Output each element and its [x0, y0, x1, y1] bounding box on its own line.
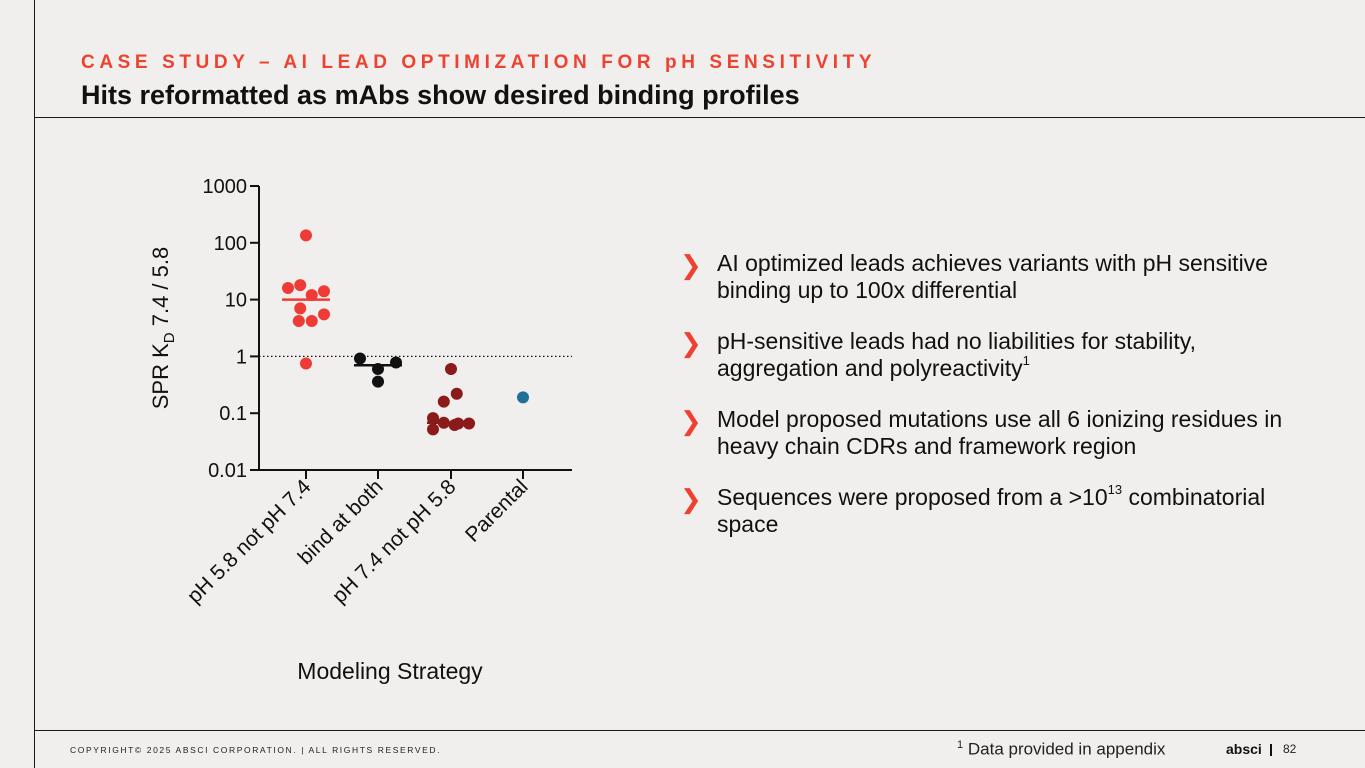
data-point	[437, 416, 450, 429]
data-point	[427, 412, 439, 425]
bullet-list: ❯ AI optimized leads achieves variants w…	[680, 250, 1300, 562]
bullet-item: ❯ AI optimized leads achieves variants w…	[680, 250, 1300, 304]
data-point	[305, 314, 318, 327]
y-axis-title: SPR KD 7.4 / 5.8	[148, 247, 178, 410]
data-point	[372, 375, 384, 388]
footnote-ref: 1	[1022, 353, 1030, 369]
x-tick-label: pH 5.8 not pH 7.4	[183, 475, 316, 608]
x-tick-label: Parental	[461, 475, 533, 547]
data-point	[305, 289, 318, 302]
header-rule	[34, 117, 1365, 118]
copyright-text: COPYRIGHT© 2025 ABSCI CORPORATION. | ALL…	[70, 745, 442, 755]
bullet-text: pH-sensitive leads had no liabilities fo…	[717, 328, 1196, 381]
footer-separator	[1270, 744, 1272, 756]
bullet-item: ❯ pH-sensitive leads had no liabilities …	[680, 328, 1300, 382]
data-point	[445, 363, 457, 376]
left-rule	[34, 0, 35, 768]
data-point	[372, 363, 384, 376]
data-point	[354, 352, 366, 365]
data-point	[300, 229, 312, 242]
chevron-right-icon: ❯	[680, 406, 702, 436]
data-point	[318, 285, 330, 298]
y-tick-label: 0.1	[219, 403, 247, 425]
exponent: 13	[1107, 482, 1123, 498]
footer-rule	[34, 730, 1365, 731]
data-point	[294, 279, 307, 292]
footnote: 1 Data provided in appendix	[957, 739, 1166, 759]
bullet-text: AI optimized leads achieves variants wit…	[717, 250, 1268, 303]
data-point	[390, 356, 402, 369]
data-point	[294, 302, 307, 315]
chevron-right-icon: ❯	[680, 328, 702, 358]
bullet-item: ❯ Model proposed mutations use all 6 ion…	[680, 406, 1300, 460]
y-tick-label: 100	[214, 233, 247, 255]
data-point	[427, 423, 439, 436]
data-point	[450, 387, 463, 400]
data-point	[437, 395, 450, 408]
data-point	[318, 308, 330, 321]
bullet-text: Model proposed mutations use all 6 ioniz…	[717, 406, 1283, 459]
y-tick-label: 1000	[203, 176, 248, 198]
chevron-right-icon: ❯	[680, 250, 702, 280]
y-tick-label: 10	[225, 290, 247, 312]
y-tick-label: 1	[236, 346, 247, 368]
data-point	[448, 418, 461, 431]
eyebrow-heading: CASE STUDY – AI LEAD OPTIMIZATION FOR pH…	[81, 52, 877, 73]
data-point	[300, 357, 312, 370]
page-title: Hits reformatted as mAbs show desired bi…	[81, 80, 800, 110]
absci-logo: absci	[1226, 741, 1262, 757]
bullet-text: Sequences were proposed from a >1013 com…	[717, 482, 1266, 537]
data-point	[517, 391, 529, 404]
y-tick-label: 0.01	[208, 460, 247, 482]
x-tick-label: pH 7.4 not pH 5.8	[328, 475, 461, 608]
chevron-right-icon: ❯	[680, 484, 702, 514]
bullet-item: ❯ Sequences were proposed from a >1013 c…	[680, 482, 1300, 538]
page-number: 82	[1283, 742, 1297, 756]
x-axis-title: Modeling Strategy	[297, 658, 483, 684]
data-point	[282, 282, 294, 295]
data-point	[292, 314, 305, 327]
data-point	[463, 417, 475, 430]
